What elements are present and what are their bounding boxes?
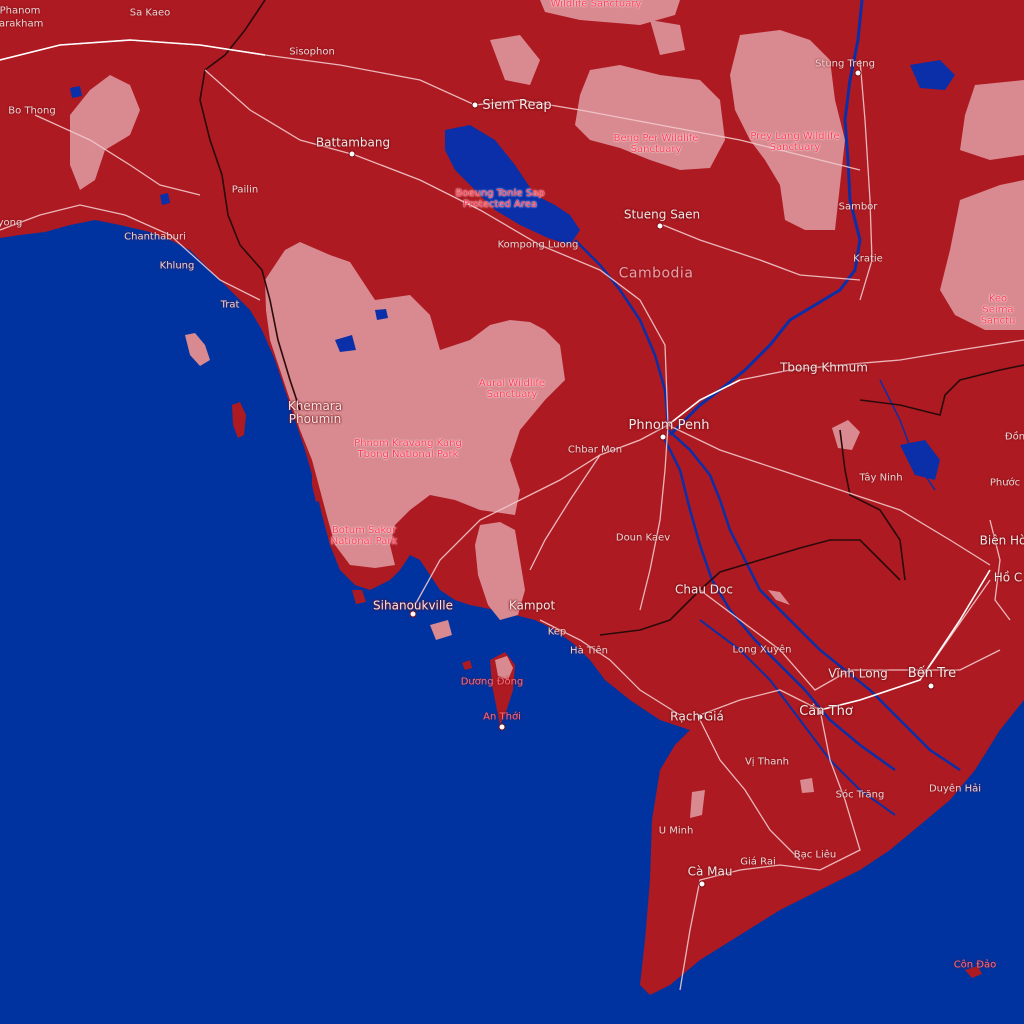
area-delta-a	[768, 590, 790, 605]
city-phanom[interactable]: Phanom	[0, 5, 41, 17]
park-label-prey-lang[interactable]: Prey Lang Wildlife Sanctuary	[750, 131, 840, 153]
city-bien-hoa[interactable]: Biên Hò	[979, 533, 1024, 548]
city-gia-rai[interactable]: Giá Rai	[740, 856, 776, 868]
city-sa-kaeo[interactable]: Sa Kaeo	[129, 7, 171, 19]
major-roads	[0, 39, 991, 711]
park-label-phnom-kravang[interactable]: Phnom Kravang Kang Tbong National Park	[354, 438, 462, 460]
city-dong[interactable]: Đồn	[1004, 431, 1024, 443]
island-small-b	[352, 590, 366, 604]
area-east-top	[960, 80, 1024, 160]
city-yong[interactable]: yong	[0, 217, 23, 229]
island-small-a	[462, 660, 472, 670]
city-kampot[interactable]: Kampot	[508, 598, 556, 613]
city-duyen-hai[interactable]: Duyên Hải	[928, 783, 982, 795]
can-tho-marker[interactable]	[816, 708, 824, 716]
city-can-tho[interactable]: Cần Thơ	[799, 703, 853, 719]
city-siem-reap[interactable]: Siem Reap	[482, 97, 552, 113]
city-sihanoukville[interactable]: Sihanoukville	[373, 598, 453, 613]
city-long-xuyen[interactable]: Long Xuyên	[732, 644, 792, 656]
sihanoukville-marker[interactable]	[409, 610, 417, 618]
city-chanthaburi[interactable]: Chanthaburi	[124, 231, 186, 243]
city-soc-trang[interactable]: Sóc Trăng	[835, 789, 885, 801]
area-top-left	[70, 75, 140, 190]
city-tbong-khmum[interactable]: Tbong Khmum	[780, 360, 868, 375]
battambang-marker[interactable]	[348, 150, 356, 158]
city-kratie[interactable]: Kratie	[853, 253, 883, 265]
city-sarakham[interactable]: Sarakham	[0, 18, 44, 30]
city-ca-mau[interactable]: Cà Mau	[687, 864, 733, 879]
island-label-con-dao[interactable]: Côn Đảo	[953, 959, 997, 971]
city-pailin[interactable]: Pailin	[231, 184, 259, 196]
city-u-minh[interactable]: U Minh	[658, 825, 694, 837]
city-doun-kaev[interactable]: Doun Kaev	[615, 532, 671, 544]
island-label-an-thoi[interactable]: An Thới	[483, 711, 521, 723]
city-bo-thong[interactable]: Bo Thong	[8, 105, 56, 117]
city-tay-ninh[interactable]: Tây Ninh	[859, 472, 903, 484]
city-phuoc[interactable]: Phước	[989, 477, 1021, 489]
park-label-keo-seima[interactable]: Keo Seima Sanctu	[980, 293, 1016, 327]
rivers	[574, 0, 961, 816]
city-khemara-phoumin[interactable]: Khemara Phoumin	[287, 398, 343, 426]
park-label-botum-sakor[interactable]: Botum Sakor National Park	[330, 525, 398, 547]
city-kep[interactable]: Kep	[547, 626, 567, 638]
lake-tonle-sap	[445, 125, 580, 245]
area-kep	[430, 620, 452, 640]
city-vi-thanh[interactable]: Vị Thanh	[744, 756, 790, 768]
area-prey-lang	[730, 30, 845, 230]
area-delta-b	[690, 790, 705, 818]
area-top-mid	[650, 20, 685, 55]
city-ben-tre[interactable]: Bến Tre	[907, 665, 957, 681]
city-phnom-penh[interactable]: Phnom Penh	[628, 417, 710, 433]
city-stung-treng[interactable]: Stung Treng	[815, 58, 875, 70]
island-phu-quoc-park	[495, 656, 513, 680]
city-kompong-luong[interactable]: Kompong Luong	[497, 239, 579, 251]
park-label-wildlife-top[interactable]: Wildlife Sanctuary	[550, 0, 642, 10]
area-kampot	[475, 522, 525, 620]
siem-reap-marker[interactable]	[471, 101, 479, 109]
stueng-saen-marker[interactable]	[656, 222, 664, 230]
rach-gia-marker[interactable]	[696, 713, 704, 721]
island-trat	[185, 333, 210, 366]
area-top-small	[490, 35, 540, 85]
island-koh-kong	[232, 402, 246, 438]
park-label-aural[interactable]: Aural Wildlife Sanctuary	[478, 378, 546, 400]
stung-treng-marker[interactable]	[854, 69, 862, 77]
small-lakes	[70, 60, 955, 480]
protected-areas	[70, 0, 1024, 818]
city-chbar-mon[interactable]: Chbar Mon	[567, 444, 623, 456]
city-bac-lieu[interactable]: Bạc Liêu	[793, 849, 837, 861]
city-ho-chi[interactable]: Hồ C	[993, 570, 1023, 585]
park-label-beng-per[interactable]: Beng Per Wildlife Sanctuary	[613, 133, 699, 155]
city-stueng-saen[interactable]: Stueng Saen	[623, 207, 701, 222]
island-con-dao	[965, 966, 982, 978]
city-sambor[interactable]: Sambor	[838, 201, 878, 213]
city-chau-doc[interactable]: Chau Doc	[675, 582, 733, 597]
city-ha-tien[interactable]: Hà Tiên	[570, 645, 608, 657]
country-label-cambodia: Cambodia	[618, 265, 694, 282]
area-delta-c	[800, 778, 814, 793]
city-battambang[interactable]: Battambang	[315, 135, 391, 150]
phnom-penh-marker[interactable]	[659, 433, 667, 441]
city-rach-gia[interactable]: Rạch Giá	[670, 709, 724, 724]
ben-tre-marker[interactable]	[927, 682, 935, 690]
island-label-duong-dong[interactable]: Dương Đông	[460, 676, 524, 688]
area-keo-seima	[940, 180, 1024, 330]
city-sisophon[interactable]: Sisophon	[289, 46, 335, 58]
area-top-strip	[540, 0, 680, 25]
an-thoi-marker[interactable]	[498, 723, 506, 731]
city-trat[interactable]: Trat	[220, 299, 240, 311]
park-label-boeung-tonle-sap[interactable]: Boeung Tonle Sap Protected Area	[455, 188, 545, 210]
city-khlung[interactable]: Khlung	[159, 260, 195, 272]
area-beng-per	[575, 65, 725, 170]
area-cardamom	[265, 242, 565, 568]
country-borders	[199, 0, 1024, 636]
city-vinh-long[interactable]: Vĩnh Long	[828, 666, 888, 681]
area-small-east	[832, 420, 860, 450]
ca-mau-marker[interactable]	[698, 880, 706, 888]
